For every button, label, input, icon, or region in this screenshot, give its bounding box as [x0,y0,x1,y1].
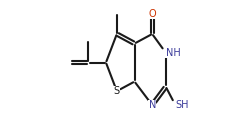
Text: S: S [114,86,120,96]
Text: NH: NH [166,48,180,58]
Text: SH: SH [175,100,189,110]
Text: N: N [148,100,156,110]
Text: O: O [148,9,156,19]
